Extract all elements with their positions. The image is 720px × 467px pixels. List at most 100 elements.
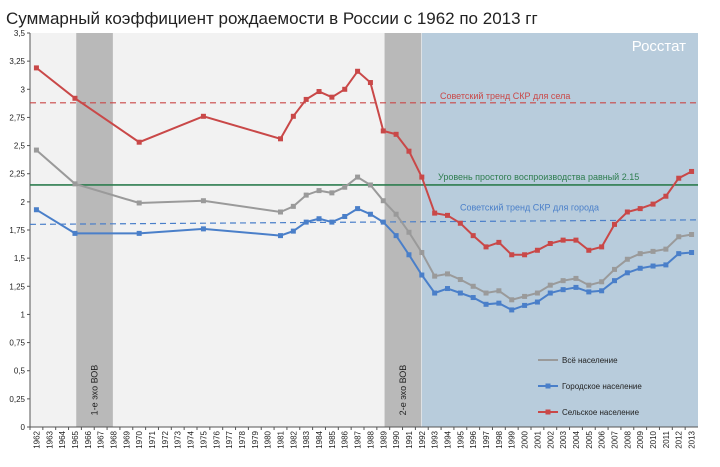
x-tick-label: 1992: [418, 430, 427, 448]
data-point: [419, 174, 425, 180]
data-point: [612, 278, 617, 284]
x-tick-label: 2007: [611, 430, 620, 448]
x-tick-label: 1973: [174, 430, 183, 448]
data-point: [522, 302, 528, 308]
data-point: [689, 250, 695, 256]
data-point: [380, 219, 386, 225]
x-tick-label: 1993: [431, 430, 440, 448]
data-point: [380, 128, 386, 134]
data-point: [316, 89, 322, 95]
x-tick-label: 2002: [546, 430, 555, 448]
x-tick-label: 1984: [315, 430, 324, 448]
data-point: [342, 213, 348, 219]
data-point: [367, 211, 373, 217]
data-point: [573, 237, 579, 243]
y-tick-label: 2,75: [9, 113, 25, 122]
data-point: [316, 216, 322, 222]
y-tick-label: 1,5: [14, 254, 26, 263]
data-point: [483, 301, 489, 307]
data-point: [355, 174, 361, 180]
data-point: [599, 279, 605, 285]
legend-marker: [545, 409, 551, 415]
x-tick-label: 1964: [58, 430, 67, 448]
data-point: [522, 252, 528, 258]
data-point: [136, 230, 142, 236]
data-point: [329, 94, 335, 100]
data-point: [509, 307, 515, 313]
data-point: [406, 148, 412, 154]
y-tick-label: 0: [21, 423, 26, 432]
data-point: [316, 188, 322, 194]
x-tick-label: 1980: [264, 430, 273, 448]
data-point: [534, 247, 540, 253]
data-point: [509, 252, 515, 258]
x-tick-label: 2011: [662, 430, 671, 448]
data-point: [470, 295, 476, 301]
data-point: [650, 248, 656, 254]
data-point: [445, 212, 450, 218]
x-tick-label: 1965: [71, 430, 80, 448]
data-point: [136, 139, 142, 145]
x-tick-label: 1990: [392, 430, 401, 448]
plot-area: 1-е эхо ВОВ 2-е эхо ВОВ 0 0,25 0,5 0,75 1 1,25 1…: [9, 29, 699, 449]
data-point: [367, 182, 373, 188]
data-point: [663, 246, 669, 252]
legend-label: Сельское население: [562, 408, 640, 417]
data-point: [676, 251, 682, 257]
y-tick-label: 0,25: [9, 395, 25, 404]
data-point: [547, 282, 553, 288]
data-point: [457, 277, 463, 283]
x-tick-label: 2013: [688, 430, 697, 448]
x-tick-label: 2012: [675, 430, 684, 448]
data-point: [33, 147, 39, 153]
data-point: [380, 198, 386, 204]
y-tick-label: 3: [21, 85, 26, 94]
y-tick-label: 1: [21, 310, 26, 319]
shaded-band: [76, 33, 113, 427]
data-point: [470, 283, 476, 289]
data-point: [72, 95, 78, 101]
y-tick-label: 0,5: [14, 367, 26, 376]
data-point: [355, 206, 361, 212]
x-tick-label: 1983: [302, 430, 311, 448]
data-point: [689, 168, 695, 174]
data-point: [72, 230, 78, 236]
y-tick-label: 1,25: [9, 282, 25, 291]
y-tick-label: 3,25: [9, 57, 25, 66]
x-tick-label: 2001: [533, 430, 542, 448]
data-point: [445, 271, 450, 277]
y-tick-label: 2,5: [14, 142, 26, 151]
data-point: [342, 86, 348, 92]
data-point: [547, 290, 553, 296]
x-tick-label: 2008: [623, 430, 632, 448]
data-point: [290, 203, 296, 209]
data-point: [637, 206, 643, 212]
data-point: [573, 275, 579, 281]
data-point: [560, 287, 566, 293]
data-point: [496, 288, 502, 294]
data-point: [278, 233, 283, 239]
x-tick-label: 2010: [649, 430, 658, 448]
data-point: [637, 251, 643, 257]
data-point: [624, 270, 630, 276]
reference-line-label: Уровень простого воспроизводства равный …: [438, 172, 639, 182]
x-tick-label: 1988: [366, 430, 375, 448]
data-point: [136, 200, 142, 206]
data-point: [676, 234, 682, 240]
y-tick-label: 3,5: [14, 29, 26, 38]
data-point: [393, 131, 399, 137]
x-tick-label: 2000: [521, 430, 530, 448]
x-tick-label: 1981: [277, 430, 286, 448]
x-tick-label: 1963: [45, 430, 54, 448]
data-point: [432, 273, 438, 279]
data-point: [599, 244, 605, 250]
data-point: [290, 228, 296, 234]
data-point: [534, 290, 540, 296]
x-tick-label: 1991: [405, 430, 414, 448]
y-tick-label: 1,75: [9, 226, 25, 235]
data-point: [419, 250, 425, 256]
data-point: [33, 65, 39, 71]
x-tick-label: 1979: [251, 430, 260, 448]
data-point: [432, 290, 438, 296]
data-point: [278, 209, 283, 215]
